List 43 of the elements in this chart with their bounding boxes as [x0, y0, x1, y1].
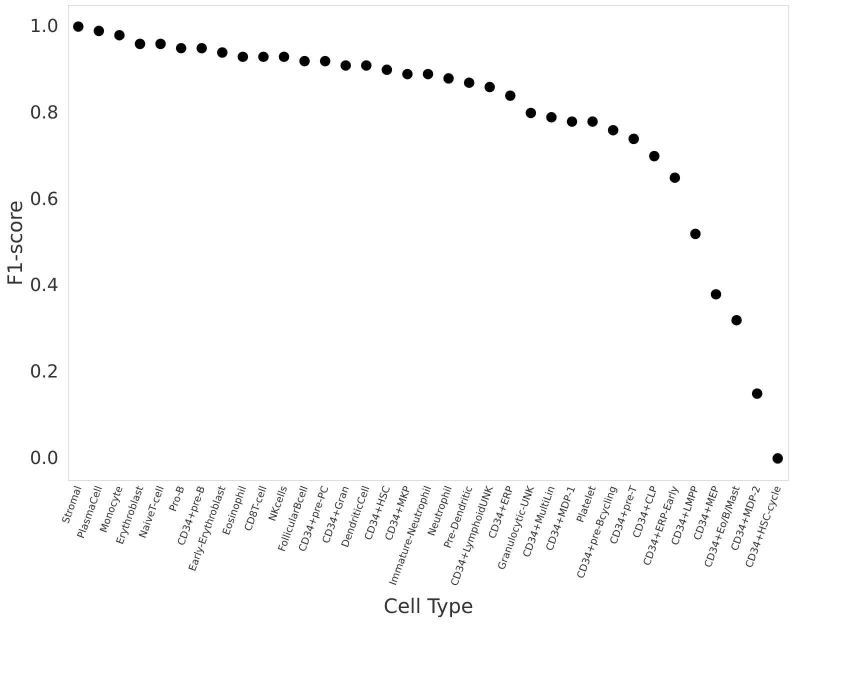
point	[608, 124, 618, 136]
point	[238, 52, 248, 62]
y-tick-label: 0.8	[30, 102, 58, 124]
y-tick-label: 0.4	[30, 275, 58, 296]
point	[710, 289, 722, 300]
point	[587, 116, 598, 127]
point	[443, 73, 454, 84]
point	[217, 47, 228, 58]
point	[772, 453, 783, 464]
y-axis-title: F1-score	[2, 200, 27, 286]
point	[176, 42, 186, 54]
point	[196, 42, 207, 54]
point	[628, 134, 639, 144]
point	[422, 68, 434, 80]
point	[361, 60, 372, 71]
point	[690, 228, 701, 240]
point	[566, 116, 578, 127]
point	[484, 82, 495, 92]
point	[382, 64, 392, 76]
point	[278, 52, 290, 62]
point	[340, 60, 351, 71]
point	[670, 172, 680, 183]
point	[94, 26, 104, 36]
point	[464, 77, 474, 88]
y-tick-label: 0.0	[30, 448, 58, 469]
point	[155, 38, 166, 50]
point	[731, 314, 742, 326]
point	[649, 150, 660, 162]
y-tick-label: 1.0	[30, 16, 58, 38]
point	[546, 112, 557, 123]
y-tick-label: 0.2	[30, 362, 58, 383]
y-tick-label: 0.6	[30, 188, 58, 210]
point	[320, 56, 330, 66]
point	[134, 38, 146, 50]
point	[402, 68, 413, 80]
point	[526, 108, 536, 118]
x-axis-title: Cell Type	[384, 594, 474, 618]
point	[114, 30, 125, 40]
point	[505, 90, 516, 101]
point	[752, 388, 762, 399]
point	[299, 56, 310, 66]
point	[258, 52, 269, 62]
point	[73, 21, 84, 32]
